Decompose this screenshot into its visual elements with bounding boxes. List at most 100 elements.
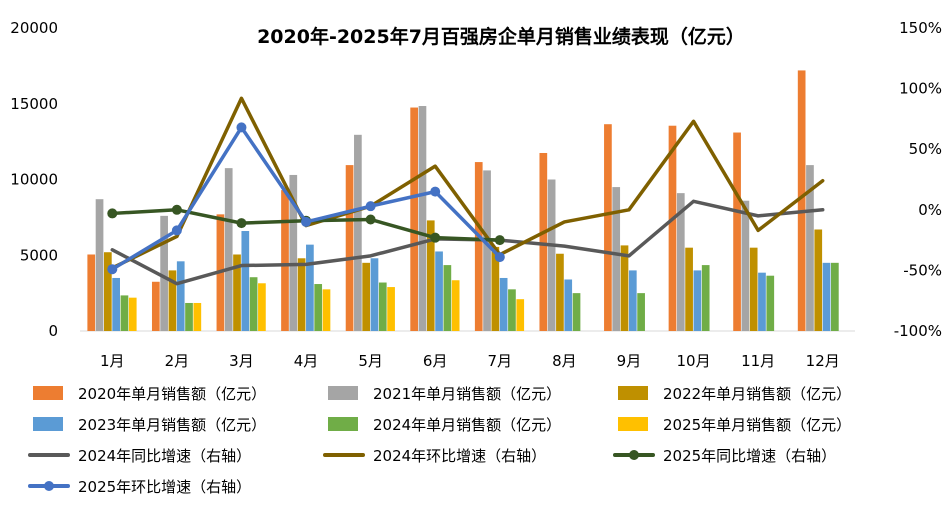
bar-1-2 xyxy=(151,281,160,331)
bar-2-3 xyxy=(224,168,233,331)
bar-3-12 xyxy=(814,229,823,331)
left-axis-tick-label: 10000 xyxy=(10,171,58,189)
bar-2-7 xyxy=(483,170,491,331)
x-axis-tick-label: 3月 xyxy=(229,352,254,370)
x-axis-tick-label: 9月 xyxy=(617,352,642,370)
bar-4-7 xyxy=(499,277,508,331)
left-axis-tick-label: 5000 xyxy=(20,246,58,264)
bar-4-9 xyxy=(628,270,637,331)
bar-1-9 xyxy=(604,124,612,331)
x-axis-tick-label: 11月 xyxy=(741,352,775,370)
bar-4-2 xyxy=(176,261,185,331)
bar-1-8 xyxy=(539,152,548,331)
bar-1-5 xyxy=(345,165,354,331)
legend-label: 2023年单月销售额（亿元） xyxy=(78,416,266,434)
line-3-point-2 xyxy=(171,204,182,215)
line-3-point-1 xyxy=(107,208,118,219)
bar-1-11 xyxy=(733,132,741,331)
legend-swatch[interactable] xyxy=(33,417,63,431)
legend-swatch[interactable] xyxy=(328,417,358,431)
legend-swatch[interactable] xyxy=(618,386,648,400)
bar-3-2 xyxy=(168,270,177,331)
x-axis-tick-label: 1月 xyxy=(100,352,125,370)
bar-4-5 xyxy=(370,258,379,331)
bar-1-4 xyxy=(281,190,289,331)
line-3-point-6 xyxy=(430,232,441,243)
bar-3-9 xyxy=(620,245,629,331)
legend-label: 2025年同比增速（右轴） xyxy=(663,447,836,465)
bar-4-6 xyxy=(435,251,443,331)
bar-2-5 xyxy=(354,134,362,331)
bar-5-6 xyxy=(443,265,452,331)
bar-1-12 xyxy=(797,70,806,332)
bar-3-6 xyxy=(426,220,435,331)
bar-2-12 xyxy=(806,165,814,331)
bar-5-11 xyxy=(766,275,775,331)
legend-swatch[interactable] xyxy=(33,386,63,400)
bar-5-10 xyxy=(701,265,710,331)
legend-swatch[interactable] xyxy=(618,417,648,431)
bar-4-11 xyxy=(758,272,766,331)
bar-3-1 xyxy=(103,252,112,331)
legend-label: 2024年同比增速（右轴） xyxy=(78,447,251,465)
bar-3-4 xyxy=(297,258,306,331)
bar-6-3 xyxy=(258,283,266,331)
bar-6-6 xyxy=(451,280,460,331)
line-3-point-5 xyxy=(365,214,376,225)
bar-5-4 xyxy=(314,284,323,331)
legend-label: 2024年单月销售额（亿元） xyxy=(373,416,561,434)
x-axis-tick-label: 4月 xyxy=(294,352,319,370)
legend-label: 2025年单月销售额（亿元） xyxy=(663,416,851,434)
bar-2-6 xyxy=(418,106,427,332)
line-3-point-7 xyxy=(494,235,505,246)
bar-5-2 xyxy=(185,302,193,331)
bar-4-1 xyxy=(112,277,120,331)
line-4-point-3 xyxy=(236,122,247,133)
legend-label: 2025年环比增速（右轴） xyxy=(78,478,251,496)
bar-3-7 xyxy=(491,246,500,331)
bar-5-5 xyxy=(378,282,387,331)
line-4-point-1 xyxy=(107,264,118,275)
x-axis-tick-label: 5月 xyxy=(358,352,383,370)
line-series-2 xyxy=(110,96,825,270)
bar-2-11 xyxy=(741,200,750,331)
left-axis-tick-label: 15000 xyxy=(10,95,58,113)
line-4-point-4 xyxy=(301,216,312,227)
line-4-point-5 xyxy=(365,201,376,212)
chart-title: 2020年-2025年7月百强房企单月销售业绩表现（亿元） xyxy=(257,25,745,48)
bar-5-1 xyxy=(120,295,129,331)
left-axis-tick-label: 0 xyxy=(48,322,58,340)
right-axis-tick-label: -100% xyxy=(894,322,942,340)
bar-3-10 xyxy=(685,247,693,331)
bar-4-8 xyxy=(564,279,573,331)
x-axis-tick-label: 12月 xyxy=(806,352,840,370)
bar-2-8 xyxy=(547,179,556,331)
bar-3-11 xyxy=(749,247,758,331)
right-axis-tick-label: 50% xyxy=(909,140,942,158)
right-axis-tick-label: 0% xyxy=(918,201,942,219)
bar-1-1 xyxy=(87,254,96,331)
legend-marker xyxy=(629,450,639,460)
legend-label: 2020年单月销售额（亿元） xyxy=(78,385,266,403)
legend-label: 2024年环比增速（右轴） xyxy=(373,447,546,465)
bar-6-2 xyxy=(193,302,202,331)
bar-1-6 xyxy=(410,107,419,331)
right-axis-tick-label: -50% xyxy=(903,261,942,279)
bar-6-4 xyxy=(322,289,331,331)
bar-2-9 xyxy=(612,187,621,331)
bar-2-4 xyxy=(289,174,298,331)
bar-3-5 xyxy=(362,262,371,331)
legend-swatch[interactable] xyxy=(328,386,358,400)
bar-5-9 xyxy=(637,293,645,331)
bar-5-3 xyxy=(249,277,258,331)
bar-4-3 xyxy=(241,231,250,331)
bar-4-4 xyxy=(306,244,314,331)
line-4-point-7 xyxy=(494,252,505,263)
bar-2-2 xyxy=(160,215,168,331)
bar-6-5 xyxy=(387,287,395,331)
bar-3-3 xyxy=(233,254,241,331)
right-axis-tick-label: 100% xyxy=(899,80,942,98)
bar-4-10 xyxy=(693,270,702,331)
